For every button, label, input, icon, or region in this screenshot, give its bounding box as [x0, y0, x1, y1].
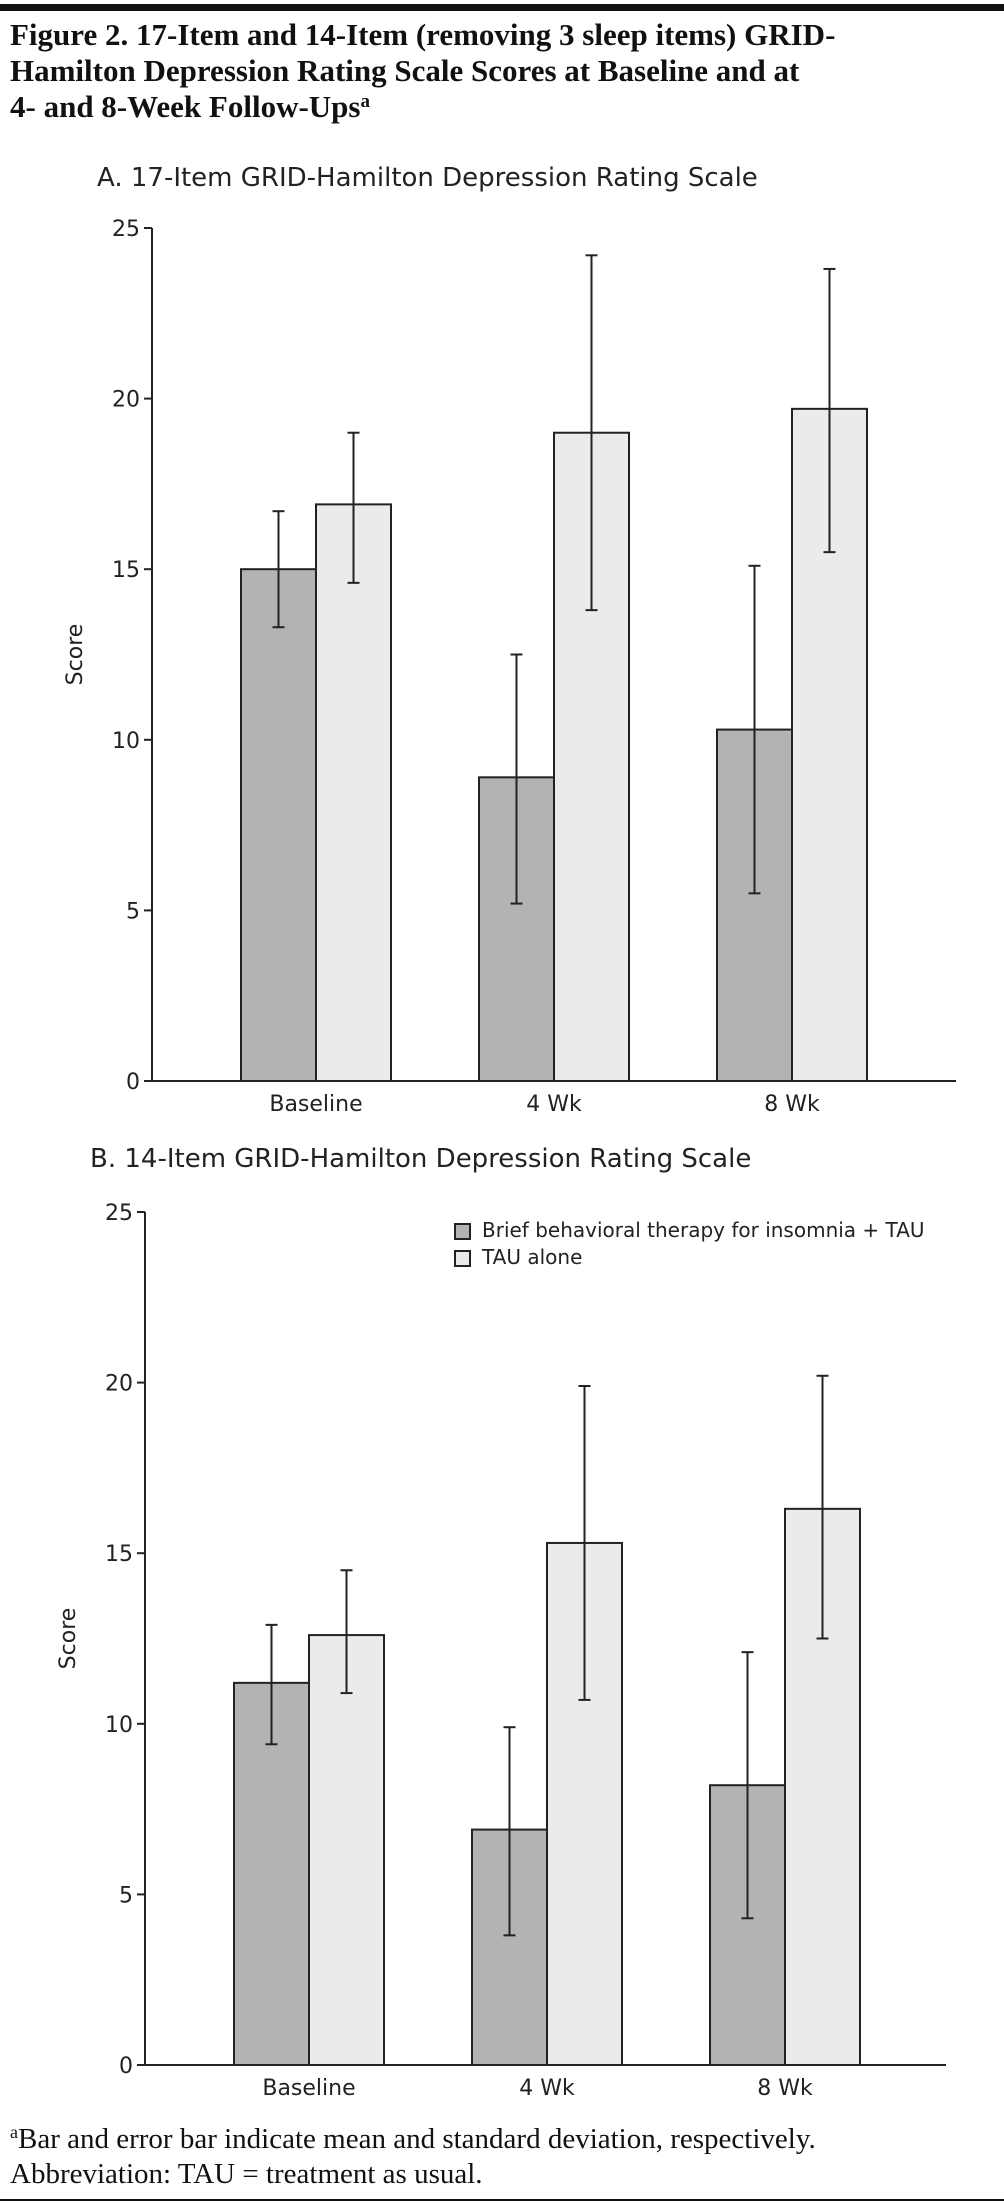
- top-rule: [0, 4, 1004, 11]
- y-tick-label: 20: [112, 388, 140, 413]
- y-tick-label: 10: [105, 1713, 133, 1738]
- legend-label: TAU alone: [481, 1245, 582, 1269]
- x-tick-label: 4 Wk: [519, 2076, 575, 2101]
- figure-title-line-3: 4- and 8-Week Follow-Upsa: [10, 89, 371, 124]
- y-tick-label: 20: [105, 1372, 133, 1397]
- y-tick-label: 0: [126, 1070, 140, 1095]
- bottom-rule: [0, 2199, 1004, 2201]
- y-tick-label: 25: [105, 1201, 133, 1226]
- chart-title: B. 14-Item GRID-Hamilton Depression Rati…: [90, 1144, 751, 1174]
- footnote-line-1-text: Bar and error bar indicate mean and stan…: [18, 2123, 816, 2155]
- y-axis-label: Score: [63, 624, 88, 686]
- title-superscript: a: [361, 91, 371, 112]
- footnote-line-2: Abbreviation: TAU = treatment as usual.: [10, 2158, 483, 2190]
- x-tick-label: Baseline: [262, 2076, 355, 2101]
- legend-swatch: [454, 1223, 471, 1240]
- x-tick-label: Baseline: [269, 1092, 362, 1117]
- x-tick-label: 4 Wk: [526, 1092, 582, 1117]
- y-tick-label: 15: [112, 558, 140, 583]
- footnote-line-1: aBar and error bar indicate mean and sta…: [10, 2122, 816, 2155]
- legend-label: Brief behavioral therapy for insomnia + …: [482, 1218, 925, 1242]
- figure-title-line-3-text: 4- and 8-Week Follow-Ups: [10, 89, 361, 124]
- y-tick-label: 0: [119, 2054, 133, 2079]
- x-tick-label: 8 Wk: [757, 2076, 813, 2101]
- bar-series2-baseline: [315, 503, 392, 1082]
- figure-title-line-1: Figure 2. 17-Item and 14-Item (removing …: [10, 17, 835, 52]
- y-tick-label: 5: [126, 899, 140, 924]
- y-tick-label: 25: [112, 217, 140, 242]
- y-tick-label: 15: [105, 1542, 133, 1567]
- y-axis-label: Score: [56, 1608, 81, 1670]
- legend-swatch: [454, 1250, 471, 1267]
- figure-title-line-2: Hamilton Depression Rating Scale Scores …: [10, 53, 800, 88]
- chart-b: B. 14-Item GRID-Hamilton Depression Rati…: [56, 1144, 946, 2101]
- footnote-marker: a: [10, 2122, 18, 2142]
- bar-series2-baseline: [308, 1634, 385, 2066]
- y-tick-label: 5: [119, 1883, 133, 1908]
- bar-series1-baseline: [240, 568, 317, 1082]
- y-tick-label: 10: [112, 729, 140, 754]
- chart-a: A. 17-Item GRID-Hamilton Depression Rati…: [63, 163, 956, 1117]
- chart-title: A. 17-Item GRID-Hamilton Depression Rati…: [97, 163, 758, 193]
- x-tick-label: 8 Wk: [764, 1092, 820, 1117]
